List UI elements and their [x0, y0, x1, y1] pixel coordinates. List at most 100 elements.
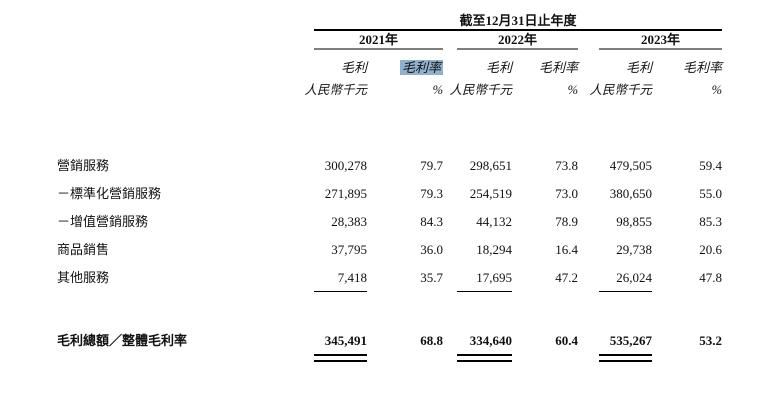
unit-rmb-thousands-2023: 人民幣千元 — [589, 83, 652, 97]
total-row: 毛利總額／整體毛利率 345,491 68.8 334,640 60.4 535… — [57, 332, 722, 362]
total-value-cell: 334,640 — [457, 332, 512, 362]
col-header-gross-profit-2022: 毛利 — [485, 60, 512, 75]
value-cell: 47.2 — [555, 269, 578, 285]
value-cell: 271,895 — [324, 185, 367, 201]
unit-rmb-thousands-2022: 人民幣千元 — [449, 83, 512, 97]
spacer-cell — [57, 99, 722, 151]
year-header-row: 2021年 2022年 2023年 — [57, 30, 723, 50]
value-cell: 298,651 — [469, 157, 512, 173]
year-header-2023: 2023年 — [599, 30, 723, 50]
column-gap — [443, 207, 457, 235]
table-row-value-added-marketing: －增值營銷服務 28,383 84.3 44,132 78.9 98,855 8… — [57, 207, 722, 235]
row-label: 商品銷售 — [57, 241, 110, 257]
spacer-row — [57, 99, 722, 151]
value-cell: 78.9 — [555, 213, 578, 229]
column-gap — [443, 179, 457, 207]
value-cell: 26,024 — [599, 263, 652, 292]
value-cell: 98,855 — [616, 213, 652, 229]
table-row-standardized-marketing: －標準化營銷服務 271,895 79.3 254,519 73.0 380,6… — [57, 179, 722, 207]
total-value-cell: 60.4 — [555, 333, 578, 348]
spacer-row — [57, 292, 722, 333]
value-cell: 47.8 — [699, 269, 723, 285]
value-cell: 36.0 — [420, 241, 443, 257]
year-header-2021: 2021年 — [314, 30, 443, 50]
table-row-other-services: 其他服務 7,418 35.7 17,695 47.2 26,024 47.8 — [57, 263, 722, 292]
column-gap — [443, 263, 457, 292]
value-cell: 55.0 — [699, 185, 723, 201]
highlighted-margin-header: 毛利率 — [399, 60, 443, 75]
column-gap — [578, 151, 599, 179]
col-header-gross-margin-2021: 毛利率 — [367, 49, 443, 76]
period-header-row: 截至12月31日止年度 — [57, 12, 723, 31]
total-row-label: 毛利總額／整體毛利率 — [57, 333, 188, 348]
total-value-cell: 68.8 — [420, 333, 443, 348]
total-value: 535,267 — [609, 333, 652, 348]
value-cell: 300,278 — [324, 157, 367, 173]
value-cell: 73.0 — [555, 185, 578, 201]
value-cell: 85.3 — [699, 213, 723, 229]
value-cell: 37,795 — [331, 241, 367, 257]
column-gap — [578, 49, 599, 76]
col-header-gross-profit-2023: 毛利 — [625, 60, 652, 75]
row-label: 其他服務 — [57, 269, 110, 285]
row-label: －標準化營銷服務 — [57, 185, 162, 201]
value-cell: 20.6 — [699, 241, 723, 257]
column-gap — [443, 151, 457, 179]
period-header: 截至12月31日止年度 — [314, 12, 723, 31]
spacer-cell — [57, 49, 314, 76]
column-gap — [578, 263, 599, 292]
unit-percent-2023: % — [711, 83, 723, 97]
column-gap — [443, 49, 457, 76]
subheader-row: 毛利 毛利率 毛利 毛利率 毛利 毛利率 — [57, 49, 722, 76]
spacer-cell — [57, 12, 314, 30]
value-cell: 380,650 — [609, 185, 652, 201]
value-cell: 17,695 — [457, 263, 512, 292]
column-gap — [578, 30, 599, 49]
value-cell: 73.8 — [555, 157, 578, 173]
double-rule — [457, 354, 512, 362]
value-cell: 35.7 — [420, 269, 443, 285]
value-cell: 84.3 — [420, 213, 443, 229]
column-gap — [578, 332, 599, 362]
table-row-goods-sales: 商品銷售 37,795 36.0 18,294 16.4 29,738 20.6 — [57, 235, 722, 263]
value-cell: 29,738 — [616, 241, 652, 257]
value-cell: 44,132 — [476, 213, 512, 229]
value-cell: 79.3 — [420, 185, 443, 201]
gross-profit-table: 截至12月31日止年度 2021年 2022年 2023年 毛利 毛利率 毛利 … — [57, 12, 723, 362]
total-value-cell: 345,491 — [314, 332, 367, 362]
unit-percent-2022: % — [567, 83, 578, 97]
total-value-cell: 53.2 — [699, 333, 723, 348]
unit-rmb-thousands-2021: 人民幣千元 — [304, 83, 367, 97]
double-rule — [314, 354, 367, 362]
column-gap — [443, 332, 457, 362]
table-row-marketing-services: 營銷服務 300,278 79.7 298,651 73.8 479,505 5… — [57, 151, 722, 179]
column-gap — [443, 235, 457, 263]
value-cell: 479,505 — [609, 157, 652, 173]
value-cell: 7,418 — [314, 263, 367, 292]
column-gap — [443, 30, 457, 49]
value-cell: 79.7 — [420, 157, 443, 173]
row-label: －增值營銷服務 — [57, 213, 149, 229]
value-cell: 28,383 — [331, 213, 367, 229]
col-header-gross-profit-2021: 毛利 — [340, 60, 367, 75]
value-cell: 16.4 — [555, 241, 578, 257]
total-value: 334,640 — [469, 333, 512, 348]
total-value-cell: 535,267 — [599, 332, 652, 362]
spacer-cell — [57, 292, 722, 333]
unit-percent-2021: % — [432, 83, 443, 97]
col-header-gross-margin-2022: 毛利率 — [538, 60, 578, 75]
row-label: 營銷服務 — [57, 157, 110, 173]
total-value: 345,491 — [324, 333, 367, 348]
column-gap — [578, 235, 599, 263]
value-cell: 18,294 — [476, 241, 512, 257]
value-cell: 59.4 — [699, 157, 723, 173]
double-rule — [599, 354, 652, 362]
year-header-2022: 2022年 — [457, 30, 578, 50]
value-cell: 254,519 — [469, 185, 512, 201]
spacer-cell — [57, 30, 314, 49]
units-row: 人民幣千元 % 人民幣千元 % 人民幣千元 % — [57, 76, 722, 99]
col-header-gross-margin-2023: 毛利率 — [683, 60, 723, 75]
column-gap — [578, 207, 599, 235]
column-gap — [578, 179, 599, 207]
